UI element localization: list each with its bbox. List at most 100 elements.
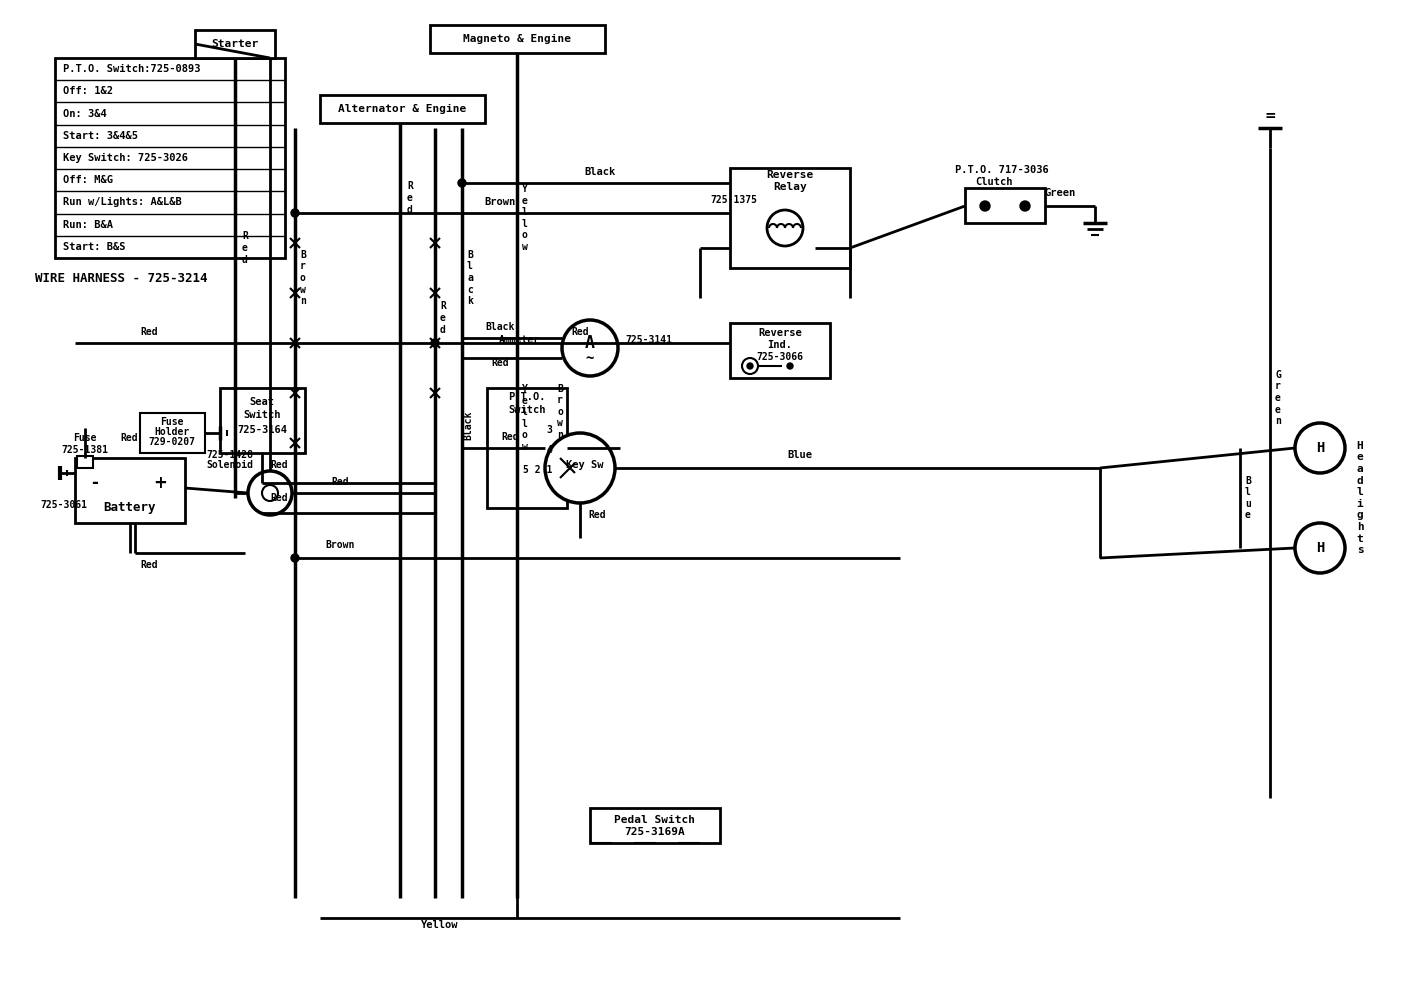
- Text: Clutch: Clutch: [975, 177, 1013, 187]
- Text: Key Switch: 725-3026: Key Switch: 725-3026: [62, 153, 188, 163]
- Bar: [140, 413, 205, 453]
- Text: -: -: [92, 474, 98, 492]
- Text: +: +: [153, 474, 167, 492]
- Text: H: H: [1316, 441, 1325, 455]
- Text: P.T.O. Switch:725-0893: P.T.O. Switch:725-0893: [62, 64, 200, 74]
- Text: WIRE HARNESS - 725-3214: WIRE HARNESS - 725-3214: [35, 271, 207, 284]
- Circle shape: [262, 485, 278, 501]
- Text: Battery: Battery: [103, 502, 156, 515]
- Text: Red: Red: [332, 477, 349, 487]
- Text: Brown: Brown: [485, 197, 516, 207]
- Circle shape: [747, 363, 752, 369]
- Text: Alternator & Engine: Alternator & Engine: [337, 104, 466, 114]
- Circle shape: [563, 320, 618, 376]
- Text: Starter: Starter: [211, 39, 259, 49]
- Text: Holder: Holder: [154, 427, 190, 437]
- Circle shape: [248, 471, 292, 515]
- Text: R
e
d: R e d: [407, 182, 412, 215]
- Text: Relay: Relay: [774, 182, 806, 192]
- Text: Y
e
l
l
o
w: Y e l l o w: [521, 384, 529, 452]
- Text: P.T.O.: P.T.O.: [509, 392, 546, 402]
- Text: 725-3066: 725-3066: [757, 352, 803, 362]
- Text: Run: B&A: Run: B&A: [62, 220, 113, 230]
- Text: G
r
e
e
n: G r e e n: [1275, 370, 1281, 426]
- Text: B
l
a
c
k: B l a c k: [468, 250, 473, 306]
- Text: Reverse: Reverse: [758, 328, 802, 338]
- Circle shape: [1295, 423, 1345, 473]
- Text: B
l
u
e: B l u e: [1246, 476, 1251, 520]
- Circle shape: [743, 358, 758, 374]
- Text: 5 2 1: 5 2 1: [523, 465, 553, 475]
- Circle shape: [290, 209, 299, 217]
- Bar: [429, 25, 605, 53]
- Text: Red: Red: [140, 327, 157, 337]
- Text: Start: 3&4&5: Start: 3&4&5: [62, 131, 137, 141]
- Text: R
e
d: R e d: [242, 232, 248, 264]
- Circle shape: [290, 554, 299, 562]
- Text: Off: M&G: Off: M&G: [62, 176, 113, 186]
- Text: Black: Black: [485, 322, 514, 332]
- Text: H: H: [1316, 541, 1325, 555]
- Text: 725-3141: 725-3141: [625, 335, 672, 345]
- Text: Green: Green: [1044, 188, 1076, 198]
- Bar: [589, 808, 720, 843]
- Text: P.T.O. 717-3036: P.T.O. 717-3036: [955, 165, 1049, 175]
- Text: 725-3164: 725-3164: [237, 425, 288, 435]
- Text: Red: Red: [502, 432, 519, 442]
- Circle shape: [981, 201, 990, 211]
- Circle shape: [546, 433, 615, 503]
- Text: On: 3&4: On: 3&4: [62, 109, 106, 119]
- Text: ~: ~: [585, 351, 594, 365]
- Text: Off: 1&2: Off: 1&2: [62, 87, 113, 97]
- Text: Fuse
725-1381: Fuse 725-1381: [61, 433, 109, 455]
- Text: Ind.: Ind.: [768, 340, 792, 350]
- Bar: [730, 168, 850, 268]
- Text: Key Sw: Key Sw: [567, 460, 604, 470]
- Text: 3: 3: [546, 425, 553, 435]
- Text: R
e
d: R e d: [441, 301, 446, 334]
- Text: Seat: Seat: [249, 397, 275, 407]
- Text: Solenoid: Solenoid: [207, 460, 254, 470]
- Text: Y
e
l
l
o
w: Y e l l o w: [521, 184, 529, 252]
- Text: Red: Red: [271, 460, 288, 470]
- Text: Red: Red: [120, 433, 137, 443]
- Text: 725-3061: 725-3061: [40, 500, 86, 510]
- Text: Switch: Switch: [509, 405, 546, 415]
- Bar: [730, 323, 830, 378]
- Text: Black: Black: [584, 167, 615, 177]
- Circle shape: [458, 179, 466, 187]
- Text: Black: Black: [463, 410, 473, 440]
- Text: B
r
o
w
n: B r o w n: [300, 250, 306, 306]
- Text: Red: Red: [588, 510, 605, 520]
- Text: Yellow: Yellow: [421, 920, 459, 930]
- Text: H
e
a
d
l
i
g
h
t
s: H e a d l i g h t s: [1356, 441, 1363, 555]
- Text: 4: 4: [546, 445, 553, 455]
- Text: Start: B&S: Start: B&S: [62, 242, 126, 251]
- Circle shape: [431, 339, 439, 347]
- Bar: [75, 458, 186, 523]
- Text: Pedal Switch: Pedal Switch: [615, 815, 696, 825]
- Text: Reverse: Reverse: [767, 170, 813, 180]
- Circle shape: [786, 363, 794, 369]
- Text: 729-0207: 729-0207: [149, 437, 196, 447]
- Bar: [196, 30, 275, 58]
- Bar: [220, 388, 305, 453]
- Text: A: A: [585, 334, 595, 352]
- Text: 725-1375: 725-1375: [710, 195, 757, 205]
- Text: Red: Red: [271, 493, 288, 503]
- Text: Fuse: Fuse: [160, 417, 184, 427]
- Text: 725-1428: 725-1428: [207, 450, 254, 460]
- Bar: [487, 388, 567, 508]
- Text: Brown: Brown: [326, 540, 354, 550]
- Text: Red: Red: [140, 560, 157, 570]
- Text: Run w/Lights: A&L&B: Run w/Lights: A&L&B: [62, 198, 181, 208]
- Text: =: =: [1264, 109, 1275, 123]
- Text: B
r
o
w
n: B r o w n: [557, 383, 563, 440]
- Text: Red: Red: [571, 327, 589, 337]
- Bar: [965, 188, 1044, 223]
- Text: Blue: Blue: [788, 450, 812, 460]
- Bar: [320, 95, 485, 123]
- Bar: [77, 456, 94, 468]
- Text: Magneto & Engine: Magneto & Engine: [463, 34, 571, 44]
- Circle shape: [767, 210, 803, 246]
